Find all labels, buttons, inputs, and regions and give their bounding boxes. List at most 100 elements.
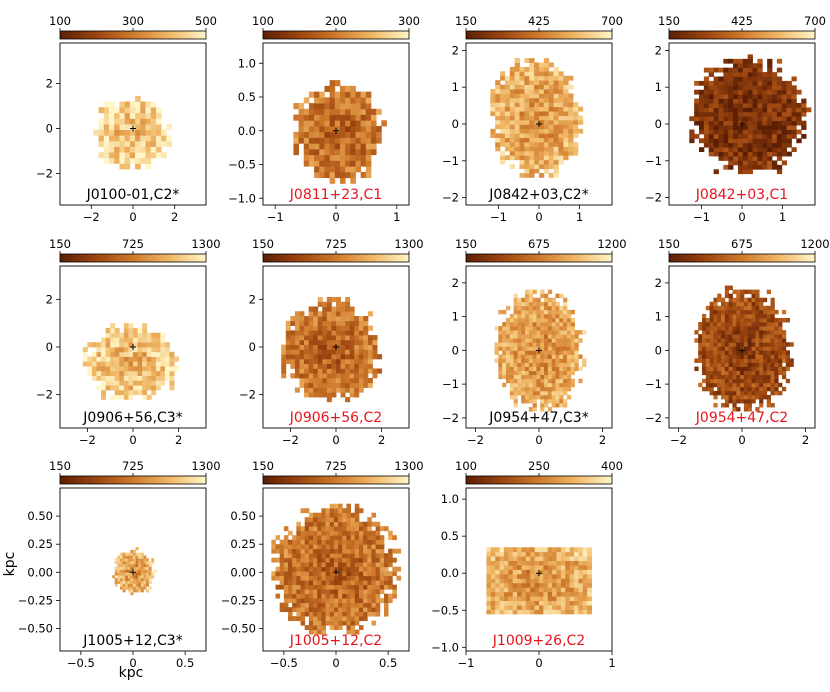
map-cell — [517, 596, 522, 602]
map-cell — [379, 575, 385, 581]
map-cell — [525, 313, 530, 319]
map-cell — [552, 600, 557, 606]
map-cell — [367, 344, 373, 350]
map-cell — [565, 569, 571, 575]
map-cell — [521, 374, 526, 380]
map-cell — [532, 354, 537, 359]
map-cell — [543, 80, 550, 86]
map-cell — [355, 91, 362, 98]
map-cell — [747, 289, 752, 295]
map-cell — [513, 374, 518, 380]
map-cell — [317, 544, 322, 550]
map-cell — [283, 535, 289, 541]
map-cell — [155, 107, 162, 114]
map-cell — [146, 577, 150, 582]
map-cell — [566, 334, 572, 339]
map-cell — [767, 85, 773, 91]
map-cell — [560, 587, 566, 593]
map-cell — [314, 131, 320, 138]
map-cell — [124, 112, 131, 119]
y-tick-label: −1.0 — [431, 640, 459, 654]
map-cell — [721, 309, 726, 315]
map-cell — [142, 327, 148, 334]
map-cell — [354, 629, 360, 635]
map-cell — [536, 370, 541, 376]
map-cell — [762, 354, 768, 359]
map-cell — [129, 157, 136, 164]
map-cell — [367, 544, 372, 550]
map-cell — [140, 124, 146, 131]
map-cell — [110, 337, 116, 343]
map-cell — [101, 385, 107, 391]
map-cell — [713, 354, 718, 359]
map-cell — [525, 390, 530, 396]
map-cell — [308, 575, 314, 581]
map-cell — [534, 80, 540, 86]
map-cell — [774, 358, 779, 363]
map-cell — [308, 544, 314, 550]
map-cell — [708, 142, 715, 148]
map-cell — [114, 580, 118, 584]
map-cell — [747, 322, 752, 327]
map-cell — [293, 131, 299, 138]
map-cell — [338, 566, 343, 572]
map-cell — [133, 586, 137, 590]
map-cell — [388, 575, 393, 581]
map-cell — [137, 380, 143, 386]
map-cell — [498, 338, 503, 343]
map-cell — [786, 94, 792, 99]
map-cell — [288, 611, 293, 617]
map-cell — [517, 297, 522, 303]
map-cell — [547, 587, 553, 593]
map-cell — [336, 325, 341, 331]
map-cell — [133, 327, 138, 334]
map-cell — [342, 530, 347, 536]
map-cell — [313, 392, 319, 398]
map-cell — [355, 160, 362, 167]
map-cell — [334, 171, 341, 179]
map-cell — [145, 152, 152, 159]
map-cell — [532, 378, 537, 384]
map-cell — [350, 143, 356, 150]
map-cell — [747, 386, 752, 392]
map-cell — [724, 305, 730, 311]
map-cell — [313, 571, 318, 577]
map-cell — [563, 382, 568, 388]
map-cell — [563, 350, 568, 355]
map-cell — [135, 589, 139, 593]
map-cell — [367, 325, 373, 331]
map-cell — [119, 572, 123, 576]
map-cell — [331, 306, 337, 312]
map-cell — [747, 358, 752, 363]
map-cell — [547, 582, 553, 588]
map-cell — [781, 338, 787, 343]
map-cell — [766, 346, 771, 351]
map-cell — [786, 133, 792, 139]
map-cell — [517, 305, 522, 311]
map-cell — [308, 616, 314, 622]
map-cell — [350, 535, 356, 541]
map-cell — [565, 547, 571, 553]
map-cell — [723, 129, 729, 135]
map-cell — [776, 151, 783, 157]
map-cell — [324, 171, 331, 179]
map-cell — [548, 124, 554, 130]
map-cell — [786, 151, 792, 157]
map-cell — [155, 140, 162, 147]
map-cell — [702, 313, 707, 319]
map-cell — [294, 354, 300, 360]
map-cell — [517, 560, 522, 566]
map-cell — [547, 350, 553, 355]
map-cell — [578, 556, 584, 562]
map-cell — [521, 569, 527, 575]
map-cell — [365, 103, 372, 110]
map-cell — [743, 305, 749, 311]
map-cell — [342, 553, 347, 559]
map-cell — [755, 394, 760, 400]
map-cell — [338, 593, 343, 599]
map-cell — [486, 596, 492, 602]
map-cell — [338, 508, 343, 514]
map-cell — [350, 575, 356, 581]
map-cell — [737, 89, 744, 95]
map-cell — [736, 326, 741, 331]
